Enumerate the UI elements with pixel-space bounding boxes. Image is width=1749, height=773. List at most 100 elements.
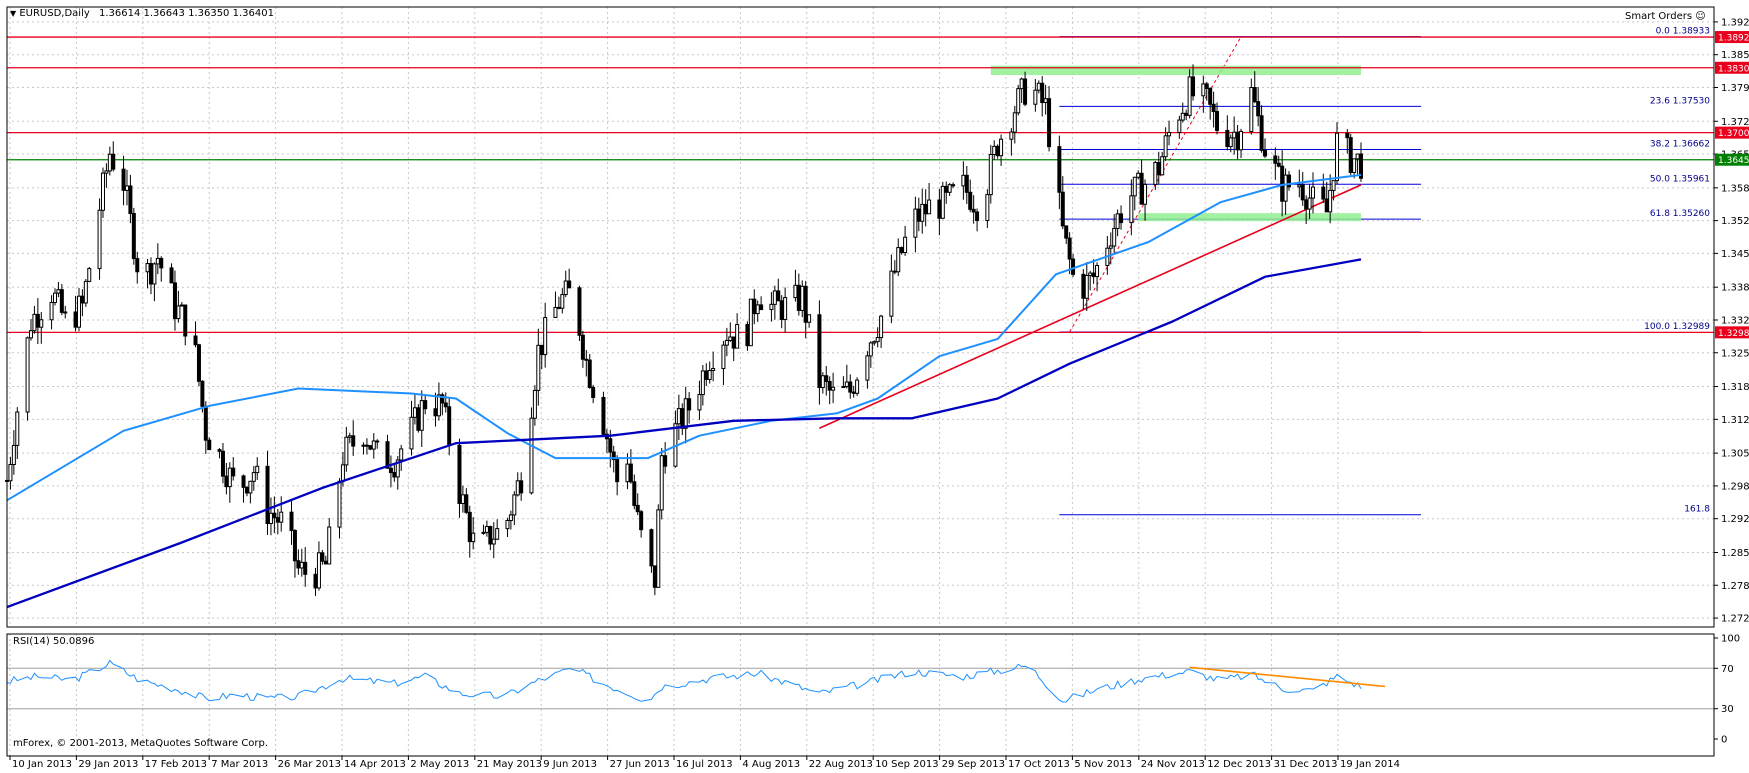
candle-body (299, 561, 304, 569)
price-zone (990, 65, 1362, 76)
candle (1331, 180, 1336, 201)
candle-body (1084, 274, 1089, 299)
candle-body (735, 324, 740, 349)
candle (940, 181, 945, 220)
candle (464, 488, 469, 514)
price-tag-bg (1715, 326, 1749, 339)
candle-body (505, 519, 510, 530)
candle (875, 327, 880, 348)
candle (687, 392, 692, 424)
candle-body (711, 368, 716, 371)
candle-body (656, 509, 661, 588)
candle-body (1331, 180, 1336, 191)
candle (73, 295, 78, 332)
candle-body (1071, 258, 1076, 275)
candle (100, 167, 105, 218)
candle (52, 288, 57, 306)
candle (275, 509, 280, 535)
candle-body (975, 211, 980, 222)
candle (227, 462, 232, 503)
candle-body (419, 400, 424, 431)
candle (1300, 171, 1305, 206)
candle (484, 520, 489, 537)
candle-body (169, 267, 174, 284)
price-tick-label: 1.27890 (1721, 581, 1749, 592)
candle-body (32, 313, 37, 332)
candle (1335, 122, 1340, 184)
dropdown-arrow-icon[interactable]: ▼ (10, 9, 17, 18)
candle-body (556, 306, 561, 309)
candle (844, 364, 849, 389)
candle (488, 525, 493, 551)
candle (179, 302, 184, 307)
candle-body (292, 529, 297, 562)
candle (1321, 173, 1326, 204)
candle-body (1352, 158, 1357, 173)
candle (1091, 259, 1096, 284)
candle-body (1081, 273, 1086, 299)
candle (460, 485, 465, 513)
candle (265, 450, 270, 535)
candle-body (1273, 155, 1278, 164)
candle-body (1091, 272, 1096, 278)
candle-body (584, 358, 589, 361)
candle (707, 361, 712, 384)
candle (700, 364, 705, 406)
candle (868, 341, 873, 368)
time-tick-label: 24 Nov 2013 (1141, 759, 1205, 770)
candle (471, 517, 476, 550)
candle (176, 290, 181, 323)
candle-body (704, 370, 709, 380)
candle-body (968, 191, 973, 210)
candle-body (896, 247, 901, 273)
candle-body (577, 287, 582, 336)
candle (927, 183, 932, 215)
candle (892, 260, 897, 275)
candle-body (1132, 176, 1137, 197)
candle (916, 197, 921, 232)
candle (560, 288, 565, 314)
candle-body (745, 324, 750, 347)
candle-body (519, 480, 524, 494)
rsi-tick-label: 100 (1721, 634, 1740, 645)
candle (409, 400, 414, 456)
candle (436, 382, 441, 421)
candle-body (512, 494, 517, 516)
candle-body (1287, 174, 1292, 188)
ohlc-high: 1.36643 (143, 8, 185, 19)
candle-body (1280, 165, 1285, 202)
symbol-header: ▼ EURUSD,Daily 1.36614 1.36643 1.36350 1… (10, 8, 274, 20)
candle-body (1036, 82, 1041, 91)
ma-slow-line (6, 258, 1362, 609)
candle (683, 386, 688, 444)
candle-body (635, 504, 640, 513)
candle (587, 353, 592, 389)
smart-orders-button[interactable]: Smart Orders ☺ (1625, 11, 1706, 23)
time-tick-label: 19 Jan 2014 (1340, 759, 1400, 770)
candle (35, 298, 40, 345)
candle-body (248, 480, 253, 494)
candle (131, 207, 136, 265)
time-tick-label: 14 Apr 2013 (344, 759, 406, 770)
candle (532, 385, 537, 426)
candle (268, 497, 273, 536)
candle (1311, 172, 1316, 214)
candle-body (375, 440, 380, 443)
candle (1252, 71, 1257, 104)
candle-body (52, 292, 57, 303)
candle-body (1153, 162, 1158, 185)
time-tick-label: 17 Oct 2013 (1008, 759, 1070, 770)
candle (395, 455, 400, 490)
candle-body (611, 451, 616, 461)
candle (251, 466, 256, 491)
candle-body (539, 344, 544, 356)
candle (344, 426, 349, 472)
time-tick-label: 4 Aug 2013 (742, 759, 800, 770)
candle (241, 474, 246, 503)
candle (1211, 91, 1216, 128)
candle-body (440, 394, 445, 404)
candle-body (296, 560, 301, 569)
candle (121, 155, 126, 206)
